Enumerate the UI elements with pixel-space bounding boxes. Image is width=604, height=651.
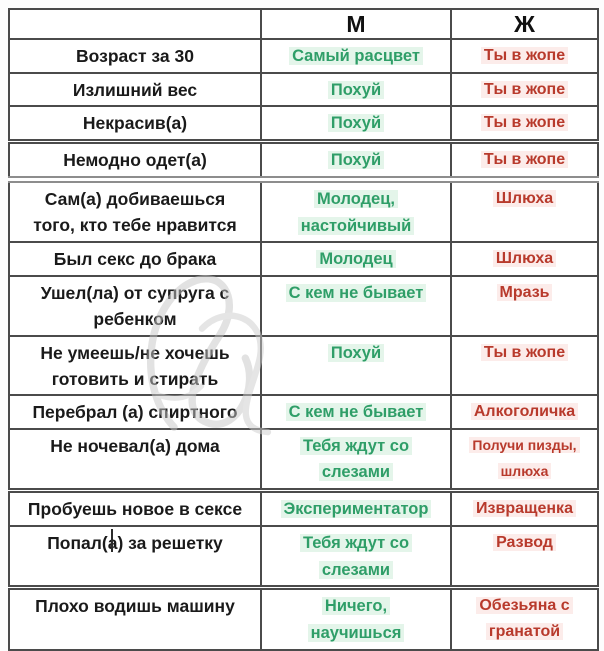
table-row: Был секс до брака Молодец Шлюха <box>8 241 599 278</box>
situation-cell: Плохо водишь машину <box>8 586 262 651</box>
situation-text: Излишний вес <box>72 79 198 100</box>
situation-cell: Возраст за 30 <box>8 38 262 74</box>
header-male: М <box>260 8 452 40</box>
female-cell: Шлюха <box>450 178 599 244</box>
female-cell: Ты в жопе <box>450 140 599 181</box>
male-cell: Самый расцвет <box>260 38 452 74</box>
situation-cell: Некрасив(а) <box>8 105 262 143</box>
header-female: Ж <box>450 8 599 40</box>
male-response-text: Тебя ждут со слезами <box>299 436 413 482</box>
situation-text: Не умеешь/не хочешь готовить и стирать <box>40 342 230 389</box>
male-response-text: Самый расцвет <box>289 47 423 65</box>
male-response-text: Тебя ждут со слезами <box>299 533 413 579</box>
table-body: Возраст за 30 Самый расцвет Ты в жопе Излиш… <box>8 38 599 651</box>
table-row: Пробуешь новое в сексе Экспериментатор Изв… <box>8 489 599 527</box>
table-row: Перебрал (а) спиртного С кем не бывает Алк… <box>8 394 599 430</box>
female-response-text: Получи пизды, шлюха <box>469 436 580 479</box>
table-row: Плохо водишь машину Ничего, научишься Обез… <box>8 586 599 651</box>
table-row: Немодно одет(а) Похуй Ты в жопе <box>8 140 599 181</box>
male-response-text: С кем не бывает <box>285 403 427 422</box>
male-cell: Похуй <box>260 140 452 181</box>
header-situation <box>8 8 262 40</box>
situation-cell: Ушел(ла) от супруга с ребенком <box>8 275 262 337</box>
table-row: Некрасив(а) Похуй Ты в жопе <box>8 105 599 143</box>
situation-text: Плохо водишь машину <box>35 596 235 617</box>
situation-cell: Сам(а) добиваешься того, кто тебе нравит… <box>8 178 262 244</box>
table-row: Попал(а) за решетку Тебя ждут со слезами Р… <box>8 524 599 589</box>
table-row: Ушел(ла) от супруга с ребенком С кем не б… <box>8 275 599 337</box>
situation-text: Возраст за 30 <box>76 46 194 66</box>
situation-text: Был секс до брака <box>53 249 217 270</box>
table-row: Не ночевал(а) дома Тебя ждут со слезами По… <box>8 427 599 492</box>
situation-cell: Излишний вес <box>8 71 262 108</box>
female-cell: Получи пизды, шлюха <box>450 427 599 492</box>
situation-text: Попал(а) за решетку <box>47 532 223 553</box>
situation-text: Не ночевал(а) дома <box>50 435 220 456</box>
female-response-text: Извращенка <box>473 500 576 518</box>
male-response-text: Похуй <box>327 114 385 133</box>
male-cell: Тебя ждут со слезами <box>260 427 452 492</box>
female-response-text: Обезьяна с гранатой <box>476 597 573 641</box>
male-cell: Похуй <box>260 71 452 108</box>
male-cell: Молодец <box>260 241 452 278</box>
female-response-text: Ты в жопе <box>480 114 569 132</box>
male-cell: Молодец, настойчивый <box>260 178 452 244</box>
female-response-text: Шлюха <box>492 189 557 207</box>
situation-cell: Не умеешь/не хочешь готовить и стирать <box>8 334 262 397</box>
male-response-text: Ничего, научишься <box>307 597 405 643</box>
situation-cell: Попал(а) за решетку <box>8 524 262 589</box>
female-response-text: Шлюха <box>492 250 557 268</box>
female-cell: Ты в жопе <box>450 71 599 108</box>
female-cell: Извращенка <box>450 489 599 527</box>
header-row: М Ж <box>8 8 599 40</box>
male-cell: Ничего, научишься <box>260 586 452 651</box>
female-response-text: Развод <box>493 533 556 551</box>
male-cell: Похуй <box>260 105 452 143</box>
situation-text: Некрасив(а) <box>82 113 188 134</box>
female-cell: Ты в жопе <box>450 334 599 397</box>
female-response-text: Ты в жопе <box>480 80 569 98</box>
table-row: Сам(а) добиваешься того, кто тебе нравит… <box>8 178 599 244</box>
male-response-text: Похуй <box>327 151 385 170</box>
female-cell: Ты в жопе <box>450 105 599 143</box>
female-cell: Мразь <box>450 275 599 337</box>
female-cell: Алкоголичка <box>450 394 599 430</box>
male-response-text: Молодец, настойчивый <box>297 189 415 235</box>
table-row: Не умеешь/не хочешь готовить и стирать По… <box>8 334 599 397</box>
male-response-text: Экспериментатор <box>280 500 432 519</box>
situation-text: Ушел(ла) от супруга с ребенком <box>40 283 230 330</box>
male-response-text: Похуй <box>327 80 385 99</box>
situation-text: Пробуешь новое в сексе <box>27 499 243 520</box>
situation-cell: Был секс до брака <box>8 241 262 278</box>
male-cell: Похуй <box>260 334 452 397</box>
female-cell: Шлюха <box>450 241 599 278</box>
male-response-text: С кем не бывает <box>285 284 427 303</box>
male-cell: Тебя ждут со слезами <box>260 524 452 589</box>
female-cell: Обезьяна с гранатой <box>450 586 599 651</box>
situation-cell: Перебрал (а) спиртного <box>8 394 262 430</box>
female-response-text: Ты в жопе <box>480 47 569 64</box>
male-cell: С кем не бывает <box>260 275 452 337</box>
situation-text: Сам(а) добиваешься того, кто тебе нравит… <box>33 188 237 236</box>
table-row: Возраст за 30 Самый расцвет Ты в жопе <box>8 38 599 74</box>
male-cell: С кем не бывает <box>260 394 452 430</box>
situation-cell: Не ночевал(а) дома <box>8 427 262 492</box>
situation-text: Перебрал (а) спиртного <box>32 402 238 423</box>
male-response-text: Молодец <box>316 250 396 269</box>
female-response-text: Ты в жопе <box>480 343 569 361</box>
female-cell: Ты в жопе <box>450 38 599 74</box>
female-cell: Развод <box>450 524 599 589</box>
table-row: Излишний вес Похуй Ты в жопе <box>8 71 599 108</box>
situation-cell: Немодно одет(а) <box>8 140 262 181</box>
female-response-text: Ты в жопе <box>480 151 569 169</box>
situation-cell: Пробуешь новое в сексе <box>8 489 262 527</box>
male-cell: Экспериментатор <box>260 489 452 527</box>
female-response-text: Мразь <box>496 284 553 302</box>
female-response-text: Алкоголичка <box>470 403 579 421</box>
gender-double-standards-table: М Ж Возраст за 30 Самый расцвет Ты в жопе И… <box>8 8 599 651</box>
male-response-text: Похуй <box>327 343 385 362</box>
situation-text: Немодно одет(а) <box>63 150 207 171</box>
